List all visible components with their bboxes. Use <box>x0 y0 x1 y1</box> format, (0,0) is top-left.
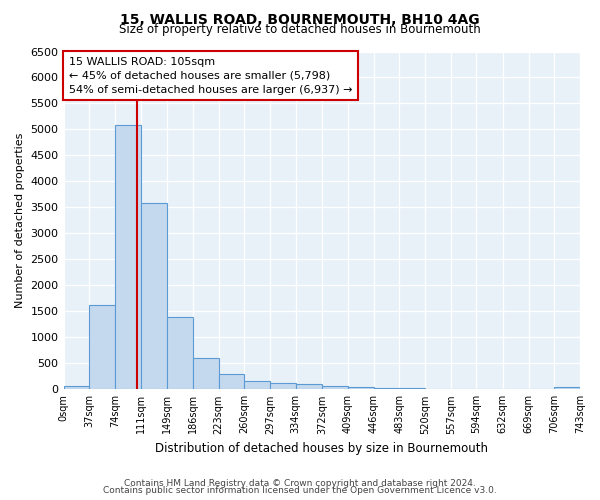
Bar <box>167 316 193 390</box>
Text: Contains HM Land Registry data © Crown copyright and database right 2024.: Contains HM Land Registry data © Crown c… <box>124 478 476 488</box>
Bar <box>399 388 425 390</box>
Bar <box>296 384 322 390</box>
Text: 15 WALLIS ROAD: 105sqm
← 45% of detached houses are smaller (5,798)
54% of semi-: 15 WALLIS ROAD: 105sqm ← 45% of detached… <box>69 56 352 94</box>
Bar <box>374 388 399 390</box>
Bar <box>451 389 476 390</box>
Bar <box>193 358 218 390</box>
Bar <box>322 386 348 390</box>
Bar <box>89 305 115 390</box>
Bar <box>425 388 451 390</box>
Bar <box>64 386 89 390</box>
Text: Size of property relative to detached houses in Bournemouth: Size of property relative to detached ho… <box>119 22 481 36</box>
Bar <box>270 382 296 390</box>
Y-axis label: Number of detached properties: Number of detached properties <box>15 132 25 308</box>
Bar <box>554 387 580 390</box>
Bar <box>115 126 140 390</box>
Bar <box>218 374 244 390</box>
Bar <box>348 386 374 390</box>
Bar <box>140 204 167 390</box>
Bar <box>244 382 270 390</box>
X-axis label: Distribution of detached houses by size in Bournemouth: Distribution of detached houses by size … <box>155 442 488 455</box>
Text: 15, WALLIS ROAD, BOURNEMOUTH, BH10 4AG: 15, WALLIS ROAD, BOURNEMOUTH, BH10 4AG <box>120 12 480 26</box>
Text: Contains public sector information licensed under the Open Government Licence v3: Contains public sector information licen… <box>103 486 497 495</box>
